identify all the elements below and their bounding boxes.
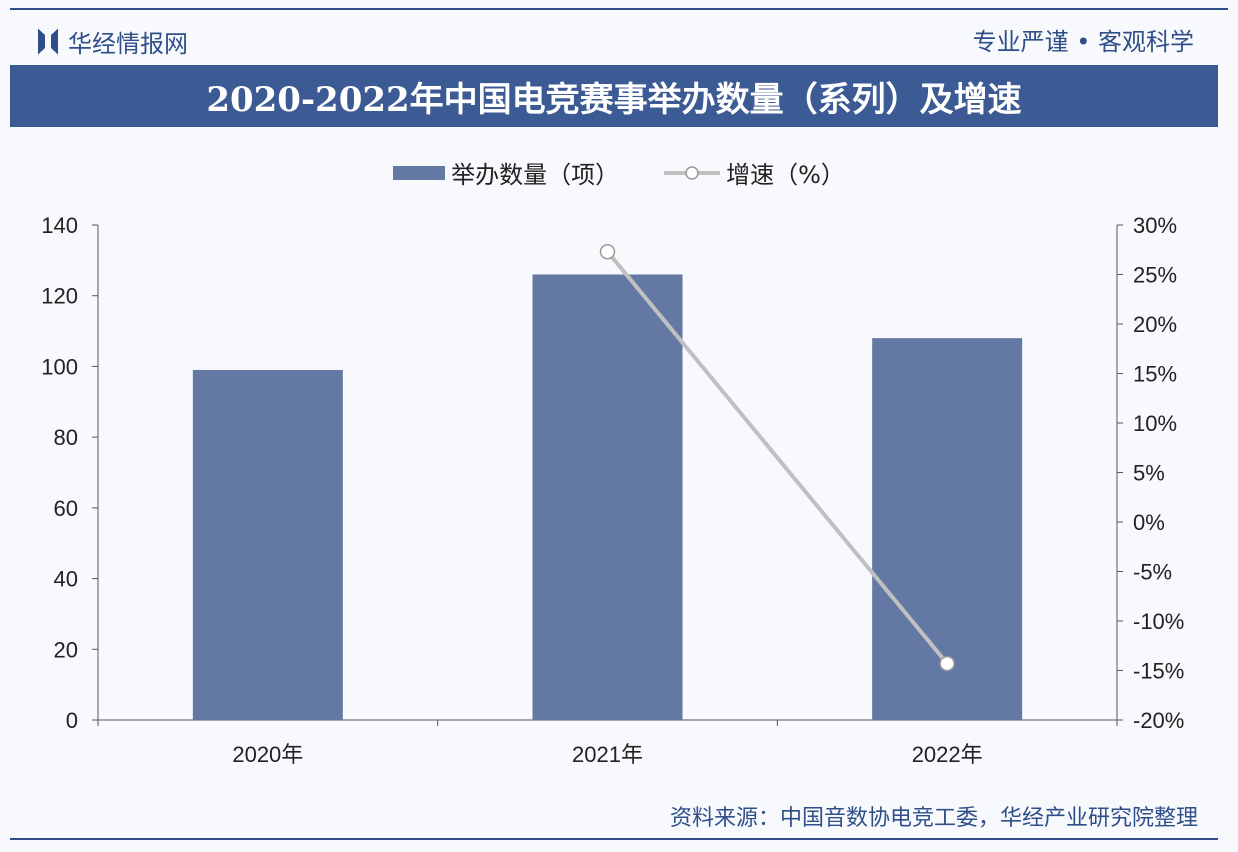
- x-tick-label: 2020年: [232, 742, 303, 767]
- right-tick-label: -10%: [1133, 609, 1184, 634]
- right-tick-label: 25%: [1133, 263, 1177, 288]
- right-tick-label: 0%: [1133, 510, 1165, 535]
- left-tick-label: 120: [41, 284, 78, 309]
- brand-name: 华经情报网: [68, 30, 188, 58]
- legend-bar-swatch: [393, 165, 446, 180]
- right-tick-label: -5%: [1133, 560, 1172, 585]
- legend-item-bar: 举办数量（项）: [393, 155, 619, 190]
- bottom-divider: [10, 838, 1218, 840]
- top-divider: [10, 8, 1228, 10]
- left-tick-label: 140: [41, 213, 78, 238]
- right-tick-label: 5%: [1133, 461, 1165, 486]
- x-tick-label: 2021年: [572, 742, 643, 767]
- right-tick-label: 15%: [1133, 362, 1177, 387]
- left-tick-label: 0: [66, 708, 78, 733]
- right-tick-label: -15%: [1133, 659, 1184, 684]
- left-tick-label: 20: [54, 637, 78, 662]
- right-tick-label: 30%: [1133, 213, 1177, 238]
- left-tick-label: 80: [54, 425, 78, 450]
- chart-title: 2020-2022年中国电竞赛事举办数量（系列）及增速: [10, 65, 1218, 127]
- motto: 专业严谨 • 客观科学: [972, 28, 1194, 56]
- growth-point: [599, 243, 616, 260]
- legend-line-swatch: [664, 165, 721, 180]
- brand: 华经情报网: [38, 24, 188, 59]
- right-tick-label: -20%: [1133, 708, 1184, 733]
- growth-point: [939, 655, 955, 672]
- right-tick-label: 20%: [1133, 312, 1177, 337]
- source-note: 资料来源：中国音数协电竞工委，华经产业研究院整理: [669, 806, 1198, 831]
- right-tick-label: 10%: [1133, 411, 1177, 436]
- legend: 举办数量（项） 增速（%）: [0, 155, 1238, 190]
- left-tick-label: 40: [54, 567, 78, 592]
- legend-label: 举办数量（项）: [451, 161, 620, 189]
- x-tick-label: 2022年: [912, 742, 983, 767]
- bar-2020年: [192, 369, 343, 720]
- bar-2021年: [532, 274, 683, 720]
- growth-line: [605, 250, 949, 665]
- left-tick-label: 60: [54, 496, 78, 521]
- legend-item-line: 增速（%）: [664, 155, 845, 190]
- legend-label: 增速（%）: [726, 161, 845, 189]
- left-tick-label: 100: [41, 354, 78, 379]
